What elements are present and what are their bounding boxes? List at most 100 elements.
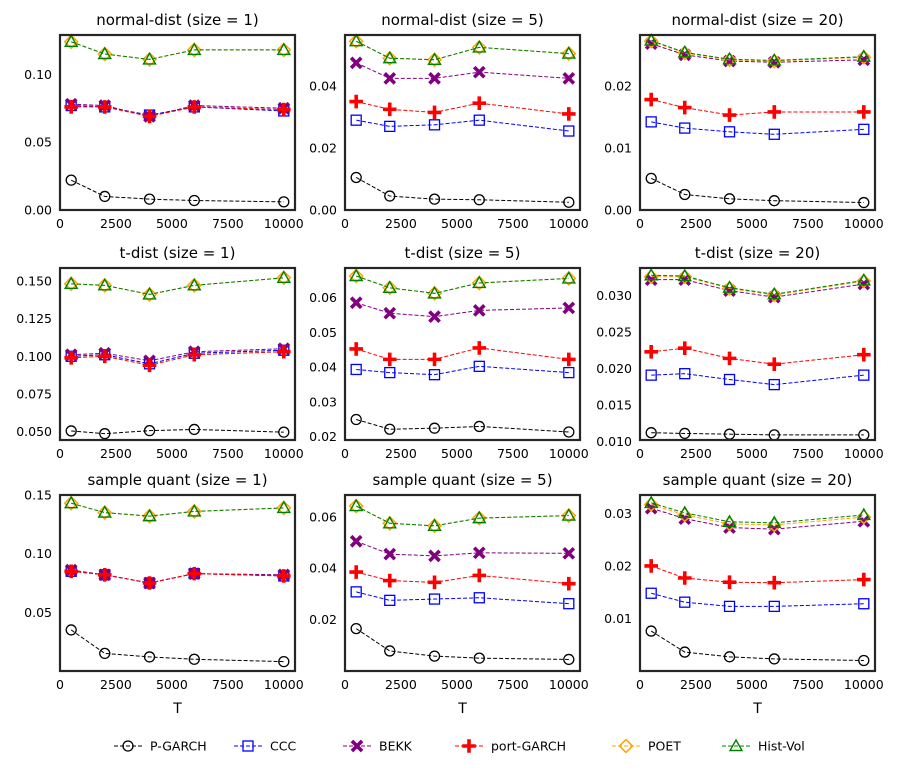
data-point xyxy=(561,46,577,59)
legend-marker xyxy=(242,740,254,752)
data-point xyxy=(97,46,112,60)
data-point xyxy=(188,423,200,436)
data-point xyxy=(767,575,782,590)
y-tick-label: 0.04 xyxy=(309,360,337,375)
series-line xyxy=(356,591,569,605)
series-line xyxy=(355,40,569,61)
panel-title: t-dist (size = 20) xyxy=(695,244,820,262)
data-point xyxy=(856,507,872,521)
data-point xyxy=(471,39,487,55)
series-line xyxy=(70,629,284,663)
data-point xyxy=(679,596,691,608)
legend-label: BEKK xyxy=(379,739,413,754)
series-hist-vol xyxy=(348,268,577,299)
legend-item-port-garch: port-GARCH xyxy=(455,739,566,754)
series-hist-vol xyxy=(63,270,292,300)
legend-label: P-GARCH xyxy=(150,739,207,754)
x-axis-label: T xyxy=(752,701,762,717)
x-tick-label: 5000 xyxy=(156,677,188,692)
data-point xyxy=(142,358,157,373)
data-point xyxy=(348,498,364,514)
data-point xyxy=(563,598,575,610)
data-point xyxy=(143,651,156,663)
data-point xyxy=(187,504,202,517)
data-point xyxy=(278,426,290,438)
y-tick-label: 0.01 xyxy=(604,140,632,155)
data-point xyxy=(644,559,658,573)
data-point xyxy=(277,102,291,117)
panel-t-dist-size-1: t-dist (size = 1) 0 2500 5000 7500 10000 0.050… xyxy=(16,244,304,461)
series-port-garch xyxy=(64,344,291,373)
data-point xyxy=(561,270,577,286)
data-point xyxy=(677,44,692,58)
data-point xyxy=(187,42,202,56)
data-point xyxy=(472,96,487,110)
data-point xyxy=(143,193,156,205)
data-point xyxy=(561,507,577,524)
data-point xyxy=(99,647,111,660)
data-point xyxy=(768,600,780,613)
series-line xyxy=(356,419,569,433)
data-point xyxy=(65,425,77,437)
y-tick-label: 0.100 xyxy=(16,349,52,364)
legend: P-GARCH CCC BEKK port-GARCH POET Hist-Vol xyxy=(114,738,805,754)
data-point xyxy=(427,285,442,299)
series-poet xyxy=(643,33,872,69)
data-point xyxy=(143,424,156,437)
data-point xyxy=(645,587,657,599)
series-p-garch xyxy=(350,622,575,666)
series-bekk xyxy=(349,56,576,85)
y-tick-label: 0.015 xyxy=(596,398,632,413)
data-point xyxy=(384,594,396,606)
y-tick-label: 0.030 xyxy=(596,288,632,303)
data-point xyxy=(97,46,113,62)
data-point xyxy=(679,646,691,658)
data-point xyxy=(645,116,657,128)
data-point xyxy=(722,280,737,293)
series-ccc xyxy=(645,116,870,140)
data-point xyxy=(677,100,692,115)
data-point xyxy=(561,508,577,521)
data-point xyxy=(427,575,442,590)
legend-label: CCC xyxy=(270,739,296,754)
data-point xyxy=(349,534,363,548)
data-point xyxy=(427,518,442,532)
data-point xyxy=(277,569,291,583)
data-point xyxy=(722,108,737,122)
panel-t-dist-size-5: t-dist (size = 5) 0 2500 5000 7500 10000 0.02 0… xyxy=(309,244,589,461)
y-tick-label: 0.025 xyxy=(596,325,632,340)
data-point xyxy=(349,342,363,356)
data-point xyxy=(141,51,158,67)
data-point xyxy=(679,368,691,380)
x-tick-label: 0 xyxy=(341,216,349,231)
data-point xyxy=(428,72,441,85)
x-tick-label: 2500 xyxy=(100,677,132,692)
y-tick-label: 0.02 xyxy=(309,429,337,444)
y-tick-label: 0.02 xyxy=(309,141,337,156)
series-line xyxy=(71,277,284,295)
data-point xyxy=(722,575,737,590)
data-point xyxy=(643,495,659,509)
x-tick-label: 0 xyxy=(636,677,644,692)
x-axis-label: T xyxy=(457,701,467,717)
data-point xyxy=(856,273,872,289)
series-port-garch xyxy=(349,565,576,591)
data-point xyxy=(97,277,113,293)
data-point xyxy=(277,344,291,359)
data-point xyxy=(65,624,77,636)
series-line xyxy=(650,630,864,661)
data-point xyxy=(645,625,657,637)
x-tick-label: 7500 xyxy=(497,216,529,231)
data-point xyxy=(188,194,200,207)
y-tick-label: 0.06 xyxy=(309,509,337,524)
data-point xyxy=(679,427,691,440)
x-tick-label: 2500 xyxy=(385,677,417,692)
x-tick-label: 10000 xyxy=(264,677,304,692)
data-point xyxy=(428,422,441,434)
data-point xyxy=(186,503,202,519)
data-point xyxy=(97,349,112,364)
data-point xyxy=(643,267,659,281)
data-point xyxy=(276,270,292,284)
legend-marker xyxy=(618,738,634,754)
panel-normal-dist-size-5: normal-dist (size = 5) 0 2500 5000 7500 10000… xyxy=(309,11,589,231)
